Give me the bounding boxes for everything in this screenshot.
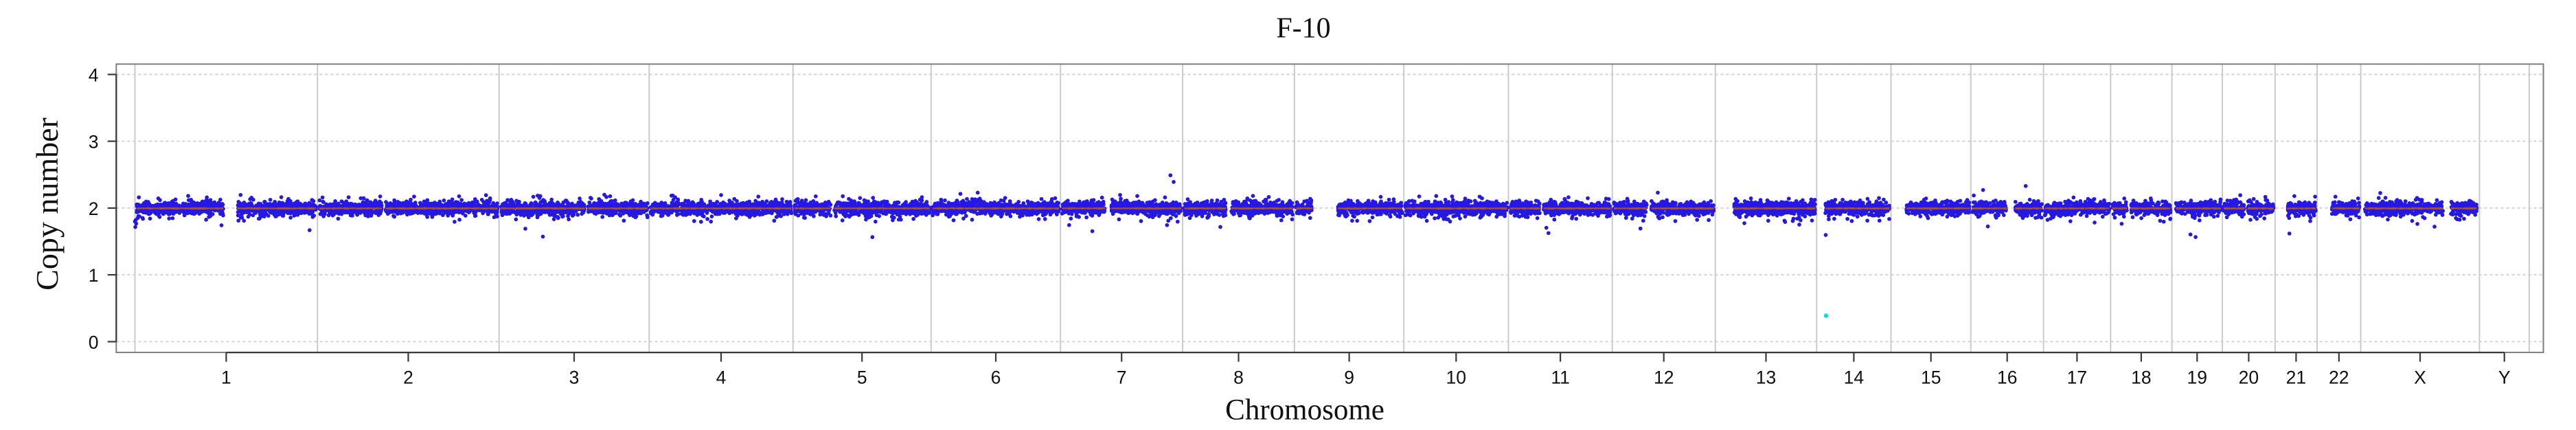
svg-text:8: 8: [1233, 367, 1244, 388]
svg-text:1: 1: [221, 367, 231, 388]
svg-text:3: 3: [89, 132, 99, 152]
svg-text:Copy number: Copy number: [30, 117, 65, 291]
svg-text:3: 3: [569, 367, 580, 388]
svg-text:6: 6: [991, 367, 1001, 388]
svg-text:7: 7: [1117, 367, 1127, 388]
svg-text:11: 11: [1551, 367, 1570, 388]
svg-text:15: 15: [1921, 367, 1941, 388]
svg-text:9: 9: [1344, 367, 1354, 388]
svg-text:0: 0: [89, 332, 99, 352]
svg-text:22: 22: [2329, 367, 2349, 388]
svg-text:4: 4: [89, 65, 99, 85]
svg-text:Y: Y: [2498, 367, 2511, 388]
svg-text:2: 2: [403, 367, 413, 388]
svg-text:2: 2: [89, 199, 99, 219]
svg-text:13: 13: [1756, 367, 1776, 388]
svg-text:17: 17: [2067, 367, 2087, 388]
svg-text:10: 10: [1446, 367, 1466, 388]
svg-text:12: 12: [1654, 367, 1674, 388]
svg-text:14: 14: [1844, 367, 1864, 388]
svg-text:18: 18: [2131, 367, 2151, 388]
svg-text:5: 5: [857, 367, 867, 388]
svg-text:F-10: F-10: [1276, 13, 1330, 45]
svg-text:1: 1: [89, 265, 99, 286]
svg-text:19: 19: [2187, 367, 2207, 388]
svg-text:X: X: [2414, 367, 2426, 388]
svg-text:21: 21: [2286, 367, 2306, 388]
svg-text:16: 16: [1997, 367, 2017, 388]
svg-text:Chromosome: Chromosome: [1225, 394, 1384, 426]
svg-text:4: 4: [716, 367, 727, 388]
svg-text:20: 20: [2239, 367, 2259, 388]
